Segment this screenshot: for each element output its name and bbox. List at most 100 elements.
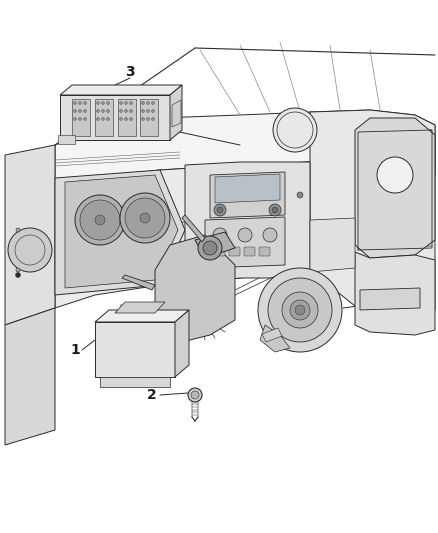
Polygon shape (72, 99, 90, 136)
Polygon shape (95, 322, 175, 377)
Polygon shape (360, 288, 420, 310)
Circle shape (96, 117, 99, 120)
FancyBboxPatch shape (244, 247, 255, 256)
Circle shape (16, 228, 20, 232)
Circle shape (84, 101, 86, 104)
Polygon shape (155, 235, 235, 345)
Circle shape (120, 101, 123, 104)
Circle shape (140, 213, 150, 223)
Polygon shape (58, 135, 75, 144)
Circle shape (214, 204, 226, 216)
Circle shape (74, 101, 77, 104)
Circle shape (102, 101, 105, 104)
Circle shape (273, 108, 317, 152)
Circle shape (130, 109, 133, 112)
Polygon shape (5, 145, 55, 325)
Circle shape (16, 268, 20, 272)
Polygon shape (118, 99, 136, 136)
Polygon shape (355, 118, 435, 258)
Circle shape (102, 109, 105, 112)
Circle shape (74, 109, 77, 112)
Circle shape (203, 241, 217, 255)
Circle shape (84, 109, 86, 112)
Polygon shape (310, 218, 355, 272)
Circle shape (106, 101, 110, 104)
Circle shape (269, 204, 281, 216)
Circle shape (84, 117, 86, 120)
Polygon shape (210, 172, 285, 218)
Circle shape (152, 101, 155, 104)
Circle shape (96, 101, 99, 104)
Polygon shape (60, 95, 170, 140)
Circle shape (124, 101, 127, 104)
Circle shape (130, 117, 133, 120)
Circle shape (191, 391, 199, 399)
Circle shape (213, 228, 227, 242)
Circle shape (15, 272, 21, 278)
Polygon shape (182, 215, 205, 242)
Text: 2: 2 (147, 388, 157, 402)
Circle shape (75, 195, 125, 245)
Circle shape (78, 117, 81, 120)
Circle shape (106, 117, 110, 120)
Circle shape (238, 228, 252, 242)
Circle shape (198, 236, 222, 260)
Polygon shape (55, 110, 435, 195)
Polygon shape (122, 275, 155, 290)
Polygon shape (5, 308, 55, 445)
FancyBboxPatch shape (214, 247, 225, 256)
Text: 1: 1 (70, 343, 80, 357)
Circle shape (146, 109, 149, 112)
Polygon shape (262, 328, 282, 342)
Circle shape (130, 101, 133, 104)
Circle shape (263, 228, 277, 242)
Circle shape (188, 388, 202, 402)
Circle shape (102, 117, 105, 120)
Circle shape (146, 117, 149, 120)
FancyBboxPatch shape (259, 247, 270, 256)
Circle shape (78, 101, 81, 104)
Polygon shape (115, 302, 165, 313)
Circle shape (120, 109, 123, 112)
Circle shape (152, 117, 155, 120)
Circle shape (96, 109, 99, 112)
Circle shape (120, 193, 170, 243)
Polygon shape (55, 170, 185, 295)
Circle shape (80, 200, 120, 240)
Circle shape (120, 117, 123, 120)
Circle shape (124, 109, 127, 112)
Polygon shape (60, 85, 182, 95)
Circle shape (282, 292, 318, 328)
Circle shape (8, 228, 52, 272)
Text: 3: 3 (125, 65, 135, 79)
Polygon shape (215, 174, 280, 203)
Circle shape (74, 117, 77, 120)
Circle shape (141, 101, 145, 104)
Circle shape (258, 268, 342, 352)
Polygon shape (185, 162, 310, 285)
Circle shape (152, 109, 155, 112)
Polygon shape (55, 162, 310, 308)
Polygon shape (310, 110, 435, 318)
Polygon shape (65, 175, 178, 288)
Circle shape (268, 278, 332, 342)
Polygon shape (205, 217, 285, 268)
Polygon shape (95, 99, 113, 136)
Circle shape (272, 207, 278, 213)
Circle shape (146, 101, 149, 104)
Circle shape (78, 109, 81, 112)
Polygon shape (195, 232, 235, 258)
Circle shape (377, 157, 413, 193)
Circle shape (125, 198, 165, 238)
Circle shape (124, 117, 127, 120)
Polygon shape (355, 252, 435, 335)
Circle shape (141, 117, 145, 120)
Circle shape (95, 215, 105, 225)
Polygon shape (172, 100, 181, 127)
Polygon shape (170, 85, 182, 140)
FancyBboxPatch shape (229, 247, 240, 256)
Circle shape (290, 300, 310, 320)
Polygon shape (100, 377, 170, 387)
Polygon shape (95, 310, 189, 322)
Circle shape (297, 192, 303, 198)
